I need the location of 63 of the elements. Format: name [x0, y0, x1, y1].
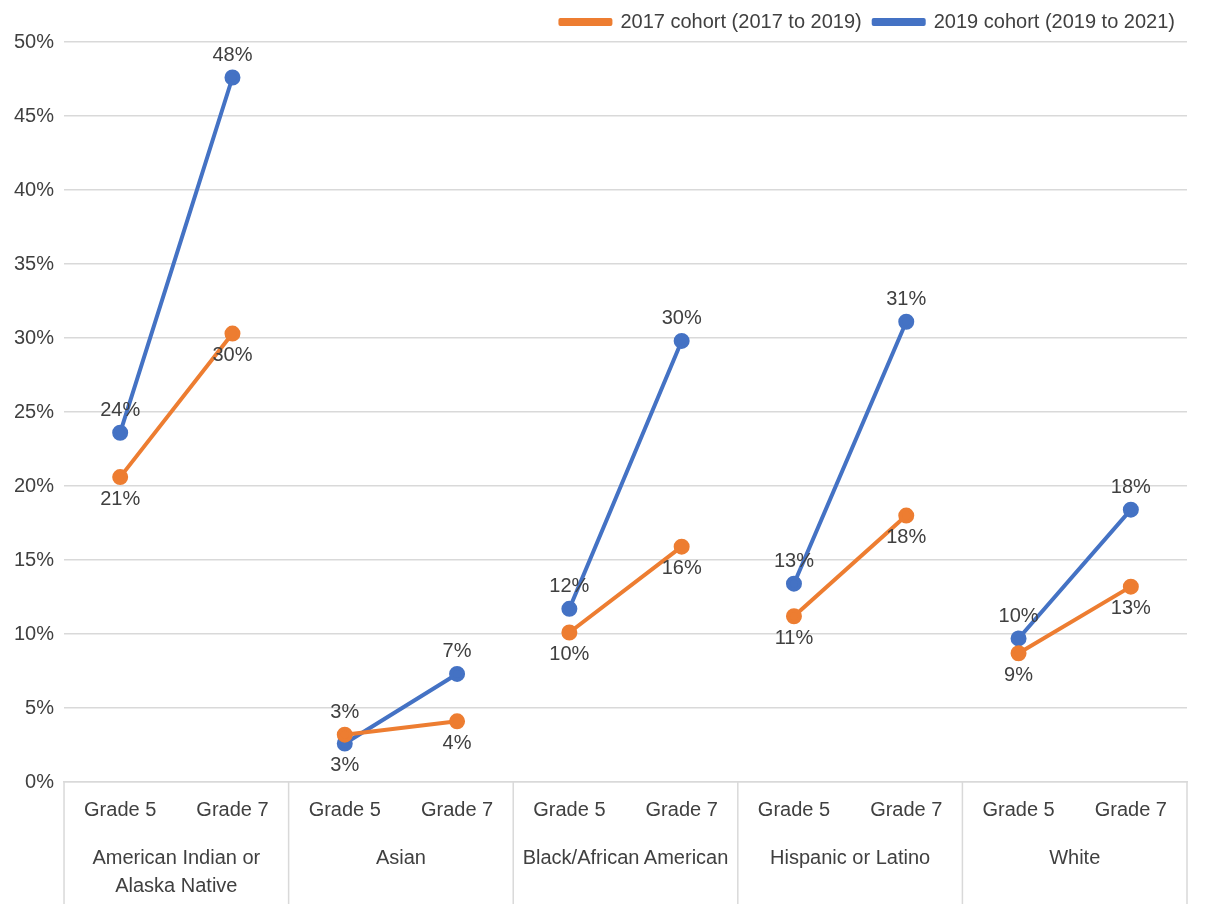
- point: [898, 313, 915, 330]
- point: [1010, 630, 1027, 647]
- point: [673, 538, 690, 555]
- point: [449, 713, 466, 730]
- x-tick-label: Grade 7: [870, 797, 943, 820]
- point: [112, 469, 129, 486]
- point: [785, 608, 802, 625]
- data-label: 31%: [886, 287, 927, 310]
- point: [1122, 578, 1139, 595]
- legend-label: 2019 cohort (2019 to 2021): [933, 9, 1176, 32]
- point: [1010, 645, 1027, 662]
- data-label: 9%: [1004, 662, 1034, 685]
- data-label: 3%: [330, 753, 360, 776]
- x-tick-label: Grade 7: [1094, 797, 1167, 820]
- data-label: 10%: [549, 642, 590, 665]
- x-tick-label: Grade 7: [196, 797, 269, 820]
- x-tick-label: Grade 5: [533, 797, 606, 820]
- y-tick-label: 45%: [14, 103, 55, 126]
- x-tick-label: Grade 7: [645, 797, 718, 820]
- legend-label: 2017 cohort (2017 to 2019): [620, 9, 862, 32]
- data-label: 13%: [1110, 596, 1152, 619]
- point: [898, 507, 915, 524]
- data-label: 4%: [442, 730, 472, 753]
- data-label: 48%: [212, 43, 253, 66]
- y-tick-label: 35%: [14, 251, 55, 274]
- data-label: 18%: [886, 525, 927, 548]
- y-tick-label: 30%: [14, 325, 55, 348]
- point: [561, 600, 578, 617]
- point: [1122, 501, 1139, 518]
- y-tick-label: 0%: [25, 769, 55, 792]
- point: [785, 575, 802, 592]
- point: [112, 424, 129, 441]
- data-label: 3%: [330, 700, 360, 723]
- x-tick-label: Grade 5: [982, 797, 1055, 820]
- text: American Indian or Alaska Native: [92, 845, 261, 896]
- text: Black/African American: [522, 845, 729, 868]
- data-label: 10%: [998, 603, 1039, 626]
- point: [561, 624, 578, 641]
- y-tick-label: 20%: [14, 473, 55, 496]
- data-label: 16%: [661, 556, 702, 579]
- x-tick-label: Grade 7: [420, 797, 494, 820]
- text: White: [1049, 845, 1101, 868]
- data-label: 7%: [442, 639, 472, 662]
- data-label: 30%: [661, 306, 702, 329]
- point: [449, 665, 466, 682]
- x-tick-label: Grade 5: [84, 797, 157, 820]
- y-tick-label: 15%: [14, 547, 55, 570]
- data-label: 18%: [1110, 475, 1152, 498]
- x-tick-label: Grade 5: [308, 797, 381, 820]
- y-tick-label: 10%: [14, 621, 55, 644]
- point: [673, 332, 690, 349]
- point: [336, 726, 353, 743]
- text: Asian: [375, 845, 426, 868]
- y-tick-label: 40%: [14, 177, 55, 200]
- y-tick-label: 25%: [14, 399, 55, 422]
- y-tick-label: 5%: [25, 695, 55, 718]
- data-label: 11%: [774, 625, 814, 648]
- x-tick-label: Grade 5: [757, 797, 831, 820]
- y-tick-label: 50%: [14, 29, 55, 52]
- text: Hispanic or Latino: [770, 845, 931, 868]
- point: [224, 69, 241, 86]
- data-label: 21%: [100, 486, 141, 509]
- point: [224, 325, 241, 342]
